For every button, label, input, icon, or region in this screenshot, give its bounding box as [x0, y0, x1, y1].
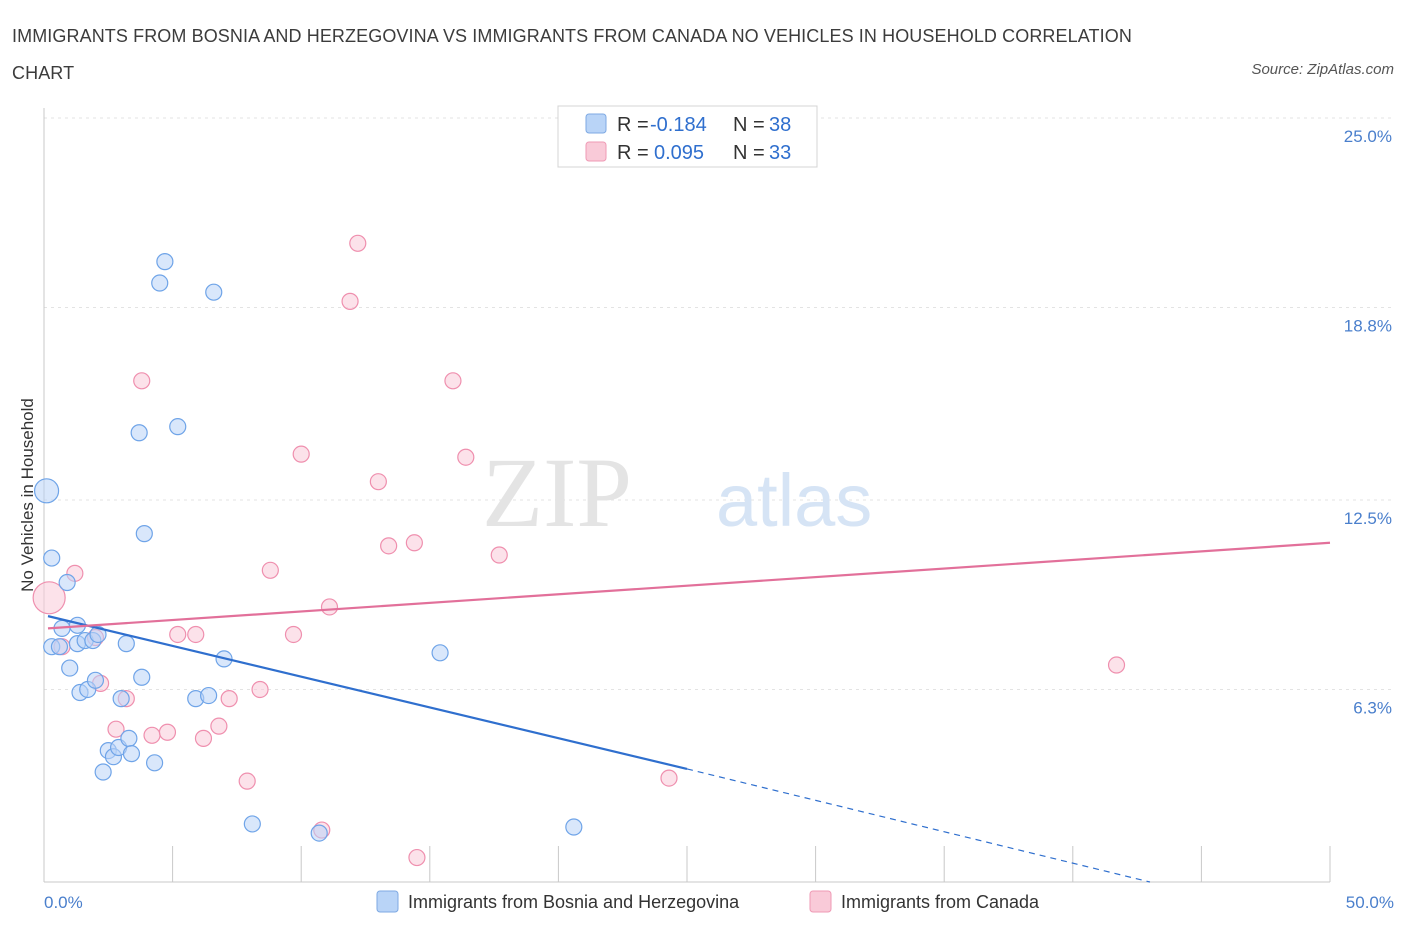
point-canada [292, 445, 310, 463]
point-canada [261, 561, 279, 579]
point-bosnia [112, 690, 130, 708]
legend-r-label-canada: R = [617, 142, 649, 164]
point-canada [660, 769, 678, 787]
legend-n-value-canada: 33 [769, 142, 791, 164]
point-canada [320, 598, 339, 616]
point-bosnia [89, 625, 107, 644]
point-bosnia [94, 763, 112, 781]
watermark: ZIP atlas [482, 437, 872, 548]
legend-r-label-bosnia: R = [617, 114, 649, 136]
point-canada [490, 546, 508, 564]
legend-r-value-bosnia: -0.184 [650, 114, 707, 136]
chart-source: Source: ZipAtlas.com [1251, 61, 1394, 78]
watermark-zip: ZIP [482, 437, 632, 548]
point-bosnia [130, 424, 148, 442]
trendline-canada [47, 541, 1331, 630]
point-bosnia [86, 671, 105, 689]
x-tick-label-min: 0.0% [44, 893, 83, 912]
bottom-legend-swatch-bosnia [376, 890, 399, 913]
point-canada [133, 372, 151, 390]
watermark-atlas: atlas [716, 459, 872, 542]
point-bosnia [122, 745, 141, 763]
point-bosnia [43, 549, 61, 567]
point-canada [349, 234, 367, 252]
point-canada [405, 534, 423, 552]
point-bosnia [120, 729, 138, 747]
bottom-legend-swatch-canada [809, 890, 832, 913]
point-canada [238, 772, 256, 790]
series-legend: Immigrants from Bosnia and Herzegovina I… [376, 890, 1040, 913]
chart-title: IMMIGRANTS FROM BOSNIA AND HERZEGOVINA V… [12, 26, 1132, 83]
point-canada [187, 625, 205, 644]
point-canada [220, 690, 238, 708]
y-tick-label: 12.5% [1344, 509, 1392, 528]
point-canada [457, 448, 475, 466]
point-bosnia [565, 818, 583, 836]
point-bosnia [145, 754, 164, 772]
point-canada [251, 680, 269, 699]
y-tick-label: 6.3% [1353, 698, 1392, 717]
point-bosnia [50, 638, 69, 656]
stats-legend: R = -0.184 N = 38 R = 0.095 N = 33 [557, 105, 818, 168]
legend-n-label-canada: N = [733, 142, 765, 164]
point-canada [169, 625, 187, 644]
point-bosnia [205, 283, 223, 301]
point-bosnia [200, 686, 218, 705]
point-canada [210, 717, 228, 735]
point-bosnia [135, 525, 153, 543]
point-bosnia [117, 635, 135, 653]
y-tick-label: 18.8% [1344, 316, 1392, 335]
point-bosnia [169, 418, 187, 436]
trendlines [47, 541, 1331, 883]
point-canada [107, 720, 125, 738]
point-canada [1107, 656, 1126, 674]
legend-r-value-canada: 0.095 [654, 142, 704, 164]
point-canada [284, 625, 303, 644]
legend-n-value-bosnia: 38 [769, 114, 791, 136]
point-canada [369, 473, 387, 491]
point-bosnia [61, 659, 79, 677]
axes [43, 108, 1330, 883]
point-bosnia [243, 815, 261, 833]
trendline-bosnia [47, 615, 688, 770]
point-bosnia [431, 644, 449, 662]
trendline-bosnia-extension [686, 768, 1151, 883]
legend-swatch-bosnia [585, 113, 607, 134]
x-tick-label-max: 50.0% [1346, 893, 1394, 912]
point-canada [444, 372, 462, 390]
y-tick-label: 25.0% [1344, 127, 1392, 146]
point-canada [143, 726, 161, 744]
x-ticks [43, 846, 1331, 882]
legend-swatch-canada [585, 141, 607, 162]
point-canada [380, 537, 398, 555]
legend-n-label-bosnia: N = [733, 114, 765, 136]
point-bosnia [310, 824, 328, 842]
series-canada-points [32, 234, 1126, 867]
bottom-legend-label-canada: Immigrants from Canada [841, 892, 1040, 912]
grid-lines [44, 117, 1394, 690]
point-bosnia [156, 253, 174, 271]
point-canada [158, 723, 177, 741]
bottom-legend-label-bosnia: Immigrants from Bosnia and Herzegovina [408, 892, 740, 912]
point-bosnia [151, 274, 169, 292]
point-canada [32, 581, 66, 615]
point-bosnia [58, 573, 76, 592]
point-canada [341, 292, 359, 310]
point-bosnia [33, 478, 60, 504]
y-tick-labels: 6.3% 12.5% 18.8% 25.0% [1344, 127, 1392, 717]
point-canada [194, 729, 213, 747]
series-bosnia-points [33, 253, 583, 842]
point-canada [408, 848, 426, 867]
point-bosnia [133, 668, 151, 686]
